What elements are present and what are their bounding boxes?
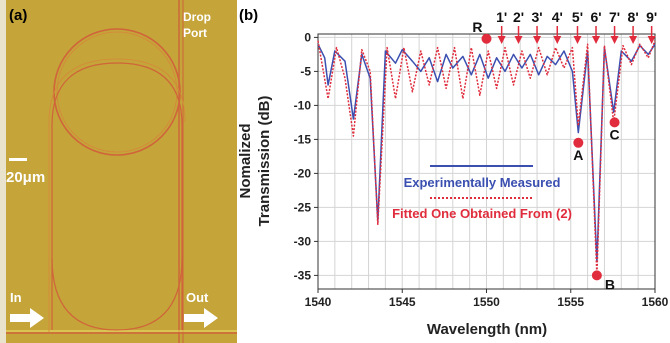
- y-tick-label: -10: [294, 98, 312, 112]
- point-marker-a: [573, 137, 584, 148]
- panel-label-a: (a): [9, 7, 27, 24]
- x-tick-label: 1540: [305, 295, 332, 309]
- in-arrow-icon: [10, 308, 44, 328]
- resonance-label: 8': [628, 9, 639, 25]
- out-label: Out: [186, 290, 209, 305]
- resonance-label: 2': [513, 9, 524, 25]
- x-tick-label: 1555: [557, 295, 584, 309]
- resonance-arrow-head: [629, 36, 638, 44]
- y-tick-label: -30: [294, 234, 312, 248]
- resonance-arrow-head: [610, 36, 619, 44]
- resonance-arrow-head: [647, 36, 656, 44]
- micrograph-panel: (a) Drop Port 20μm In Out: [0, 0, 237, 343]
- resonance-arrow-head: [592, 36, 601, 44]
- point-label-a: A: [573, 147, 583, 163]
- x-tick-label: 1550: [473, 295, 500, 309]
- x-axis-label: Wavelength (nm): [427, 321, 547, 338]
- point-label-r: R: [472, 19, 482, 35]
- resonance-arrow-head: [553, 36, 562, 44]
- racetrack-bottom: [51, 257, 183, 331]
- y-axis-label-line2: Transmission (dB): [256, 96, 273, 227]
- resonance-arrow-head: [533, 36, 542, 44]
- resonance-arrow-head: [497, 36, 506, 44]
- resonance-label: 7': [609, 9, 620, 25]
- resonance-label: 1': [496, 9, 507, 25]
- x-tick-label: 1545: [389, 295, 416, 309]
- transmission-chart: (b) 0-5-10-15-20-25-30-35 1540 1545 1550 15…: [237, 7, 669, 338]
- resonance-arrows: 1' 2' 3' 4' 5' 6' 7' 8' 9': [496, 9, 657, 44]
- y-tick-label: -15: [294, 132, 312, 146]
- scale-bar: [9, 158, 27, 161]
- point-marker-r: [481, 33, 492, 44]
- point-label-b: B: [605, 276, 615, 292]
- in-label: In: [10, 290, 22, 305]
- x-ticks: 1540 1545 1550 1555 1560: [305, 289, 669, 309]
- resonance-arrow-head: [573, 36, 582, 44]
- resonance-label: 4': [552, 9, 563, 25]
- y-tick-label: 0: [304, 30, 311, 44]
- y-tick-label: -20: [294, 166, 312, 180]
- resonance-arrow-head: [514, 36, 523, 44]
- resonance-label: 9': [646, 9, 657, 25]
- resonance-label: 6': [590, 9, 601, 25]
- small-ring-inner: [56, 31, 178, 153]
- racetrack-outer: [48, 58, 186, 332]
- y-ticks: 0 -5 -10 -15 -20 -25 -30 -35: [294, 30, 318, 282]
- y-tick-label: -5: [300, 64, 311, 78]
- marked-points: R A B C: [472, 19, 619, 293]
- drop-port-label-line1: Drop: [183, 10, 211, 24]
- x-tick-label: 1560: [642, 295, 669, 309]
- point-label-c: C: [609, 126, 619, 142]
- panel-label-b: (b): [239, 7, 258, 24]
- resonance-label: 5': [572, 9, 583, 25]
- racetrack-resonator: [51, 62, 183, 330]
- point-marker-c: [609, 117, 620, 128]
- out-arrow-icon: [184, 308, 218, 328]
- scale-bar-label: 20μm: [6, 169, 45, 186]
- legend-label-fitted: Fitted One Obtained From (2): [392, 206, 572, 221]
- y-axis-label-line1: Nomalized: [237, 123, 254, 198]
- micrograph-background: [0, 0, 237, 343]
- resonance-label: 3': [531, 9, 542, 25]
- y-tick-label: -25: [294, 200, 312, 214]
- series-line-fitted: [317, 40, 656, 277]
- series-lines: [317, 40, 656, 277]
- micrograph-left-margin: [0, 0, 6, 343]
- drop-port-label-line2: Port: [183, 26, 207, 40]
- point-marker-b: [591, 270, 602, 281]
- legend-label-measured: Experimentally Measured: [404, 175, 561, 190]
- y-tick-label: -35: [294, 268, 312, 282]
